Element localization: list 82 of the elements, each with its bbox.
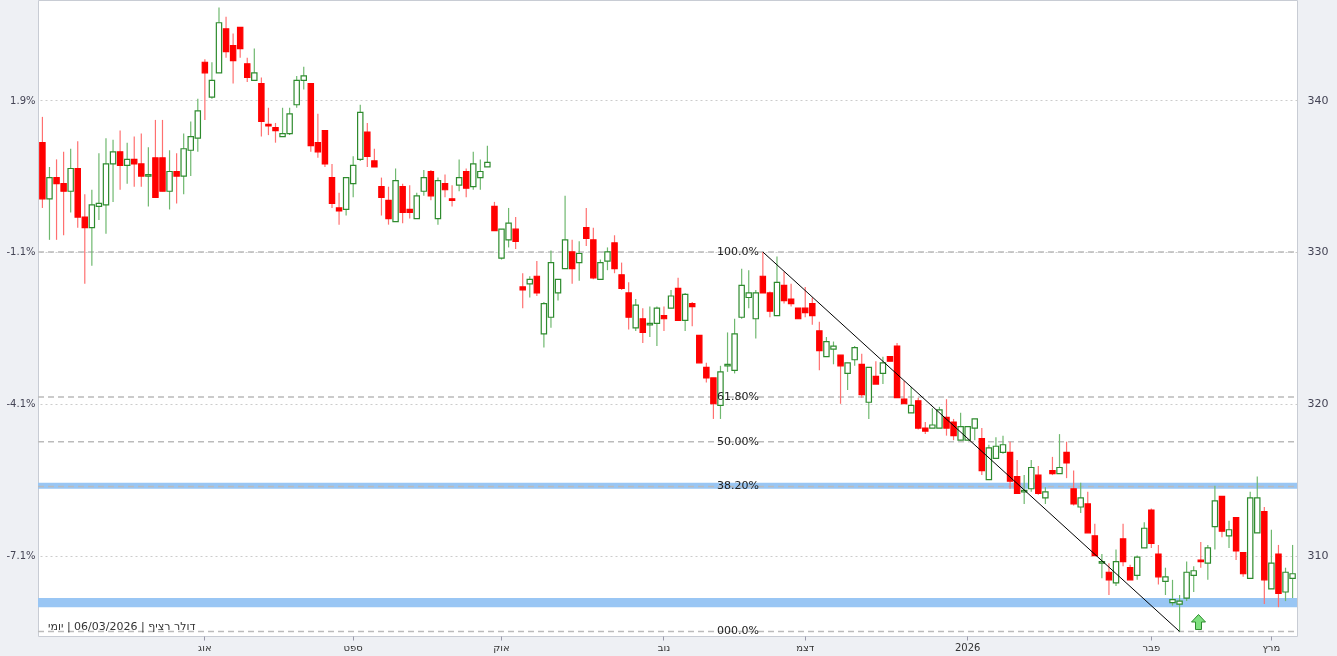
candlestick xyxy=(455,158,463,192)
candlestick xyxy=(872,360,880,385)
x-tick-label: אוק xyxy=(493,641,510,653)
candlestick xyxy=(1155,544,1162,585)
candlestick xyxy=(1133,554,1141,581)
candlestick xyxy=(67,148,74,214)
x-tick-label: פבר xyxy=(1142,641,1161,653)
candlestick xyxy=(632,298,639,332)
candlestick xyxy=(844,362,851,391)
candlestick xyxy=(519,272,526,309)
annotation: 100.0% xyxy=(716,244,759,258)
y-tick-label: 330 xyxy=(1307,245,1329,259)
candlestick xyxy=(1204,544,1212,581)
y-tick-label: 310 xyxy=(1307,549,1329,563)
candlestick xyxy=(583,207,590,247)
candlestick xyxy=(116,129,124,191)
x-tick-label: מרץ xyxy=(1262,641,1281,653)
candlestick xyxy=(1225,520,1233,549)
y-tick-label: 340 xyxy=(1307,93,1329,107)
candlestick xyxy=(145,146,152,208)
candlestick xyxy=(816,321,823,371)
annotation: 000.0% xyxy=(716,624,759,638)
candlestick xyxy=(533,260,541,297)
candlestick xyxy=(526,275,534,299)
candlestick xyxy=(413,192,421,220)
candlestick xyxy=(568,239,576,285)
candlestick xyxy=(173,152,180,204)
candlestick xyxy=(1141,521,1148,549)
candlestick xyxy=(597,258,604,280)
x-tick-label: 2026 xyxy=(954,641,981,653)
candlestick xyxy=(1063,441,1070,479)
candlestick xyxy=(201,58,209,121)
candlestick xyxy=(837,354,844,405)
candlestick xyxy=(335,192,343,226)
annotation: 38.20% xyxy=(716,479,759,493)
y-tick-label: 320 xyxy=(1307,397,1329,411)
y2-tick-label: -4.1% xyxy=(6,398,36,410)
candlestick xyxy=(1162,567,1169,596)
candlestick xyxy=(512,216,519,250)
candlestick xyxy=(639,307,647,344)
candlestick xyxy=(667,289,675,309)
x-tick-label: נוב xyxy=(657,641,671,653)
candlestick xyxy=(1197,541,1205,569)
candlestick xyxy=(462,167,470,198)
candlestick xyxy=(604,246,611,271)
candlestick xyxy=(688,301,696,327)
annotation: דולר רציף | 06/03/2026 | יומי xyxy=(48,620,196,633)
candlestick xyxy=(46,166,53,241)
y2-tick-label: -7.1% xyxy=(6,550,36,562)
candlestick xyxy=(1239,551,1247,578)
x-tick-label: דצמ xyxy=(796,641,815,653)
candlestick xyxy=(378,176,385,217)
candlestick xyxy=(1119,523,1127,567)
candlestick xyxy=(448,184,456,208)
candlestick xyxy=(484,145,491,168)
x-tick-label: ספט xyxy=(343,641,363,653)
candlestick xyxy=(123,142,131,185)
candlestick xyxy=(244,57,251,83)
candlestick xyxy=(1056,433,1063,475)
candlestick xyxy=(265,107,272,136)
candlestick xyxy=(385,186,392,226)
candlestick xyxy=(618,262,625,291)
candlestick xyxy=(441,173,449,198)
candlestick xyxy=(1077,482,1084,514)
y2-tick-label: 1.9% xyxy=(10,94,36,106)
candlestick xyxy=(1049,456,1056,476)
x-tick-label: אוג xyxy=(198,641,212,653)
candlestick xyxy=(660,306,668,332)
candlestick xyxy=(1070,469,1077,507)
candlestick xyxy=(166,149,173,211)
candlestick xyxy=(851,345,858,367)
candlestick xyxy=(208,61,216,100)
candlestick xyxy=(272,122,279,144)
candlestick xyxy=(420,169,428,197)
candlestick xyxy=(1035,465,1042,496)
candlestick xyxy=(371,148,378,168)
y2-tick-label: -1.1% xyxy=(6,246,36,258)
candlestick xyxy=(907,386,915,414)
candlestick xyxy=(575,240,583,282)
candlestick xyxy=(251,47,258,82)
annotation: 50.00% xyxy=(716,434,759,448)
candlestick xyxy=(1028,459,1035,493)
